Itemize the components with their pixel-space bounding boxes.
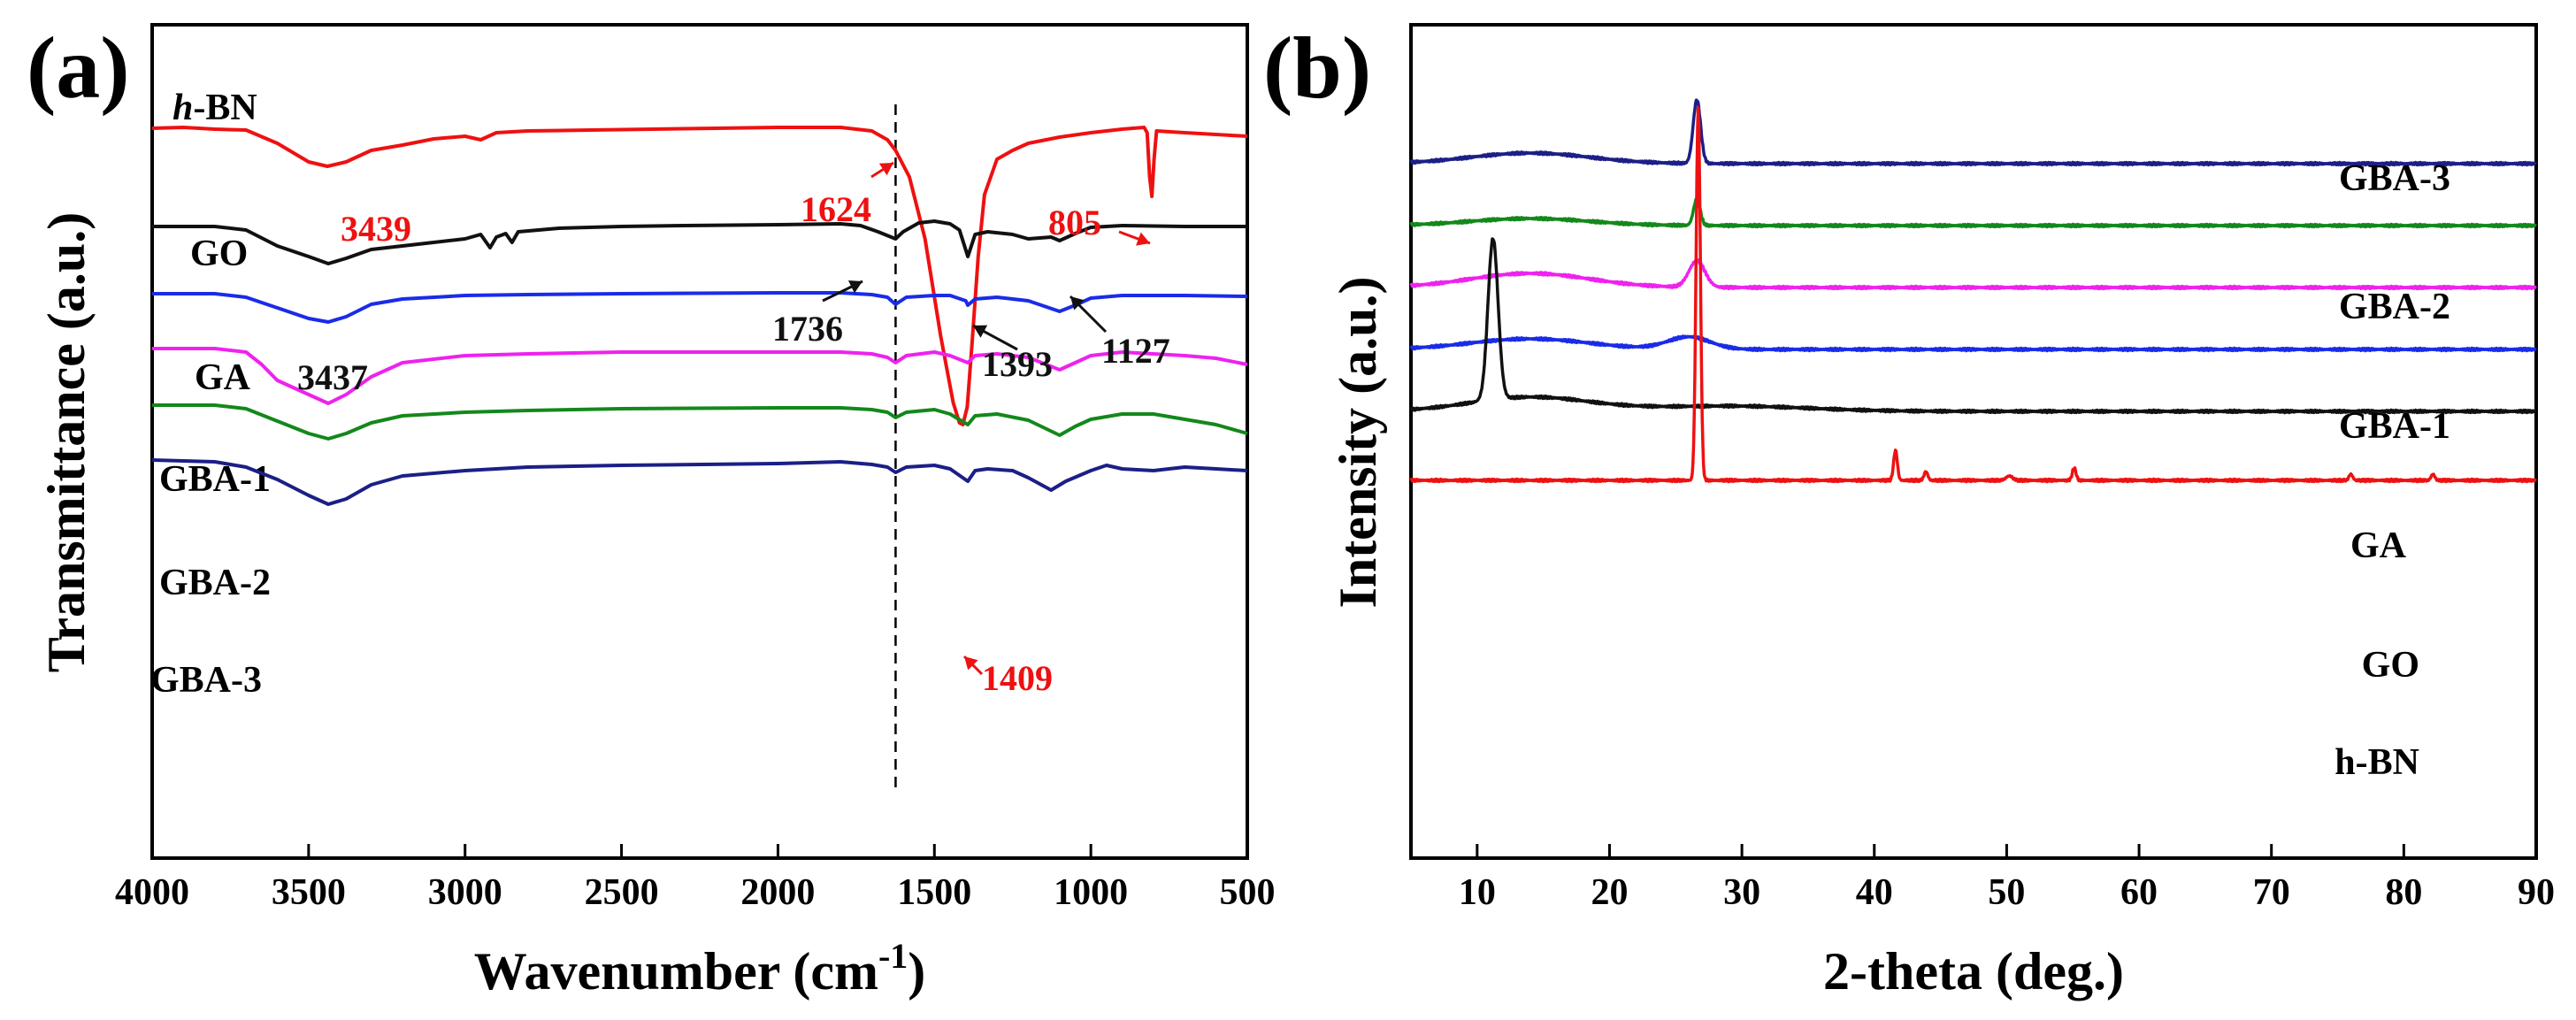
panel-b-y-axis-title: Intensity (a.u.) <box>1329 276 1387 608</box>
panel-a-series-label-gba-2: GBA-2 <box>159 563 271 603</box>
panel-a-annotation-3439: 3439 <box>341 209 411 249</box>
panel-a-x-axis-title: Wavenumber (cm-1) <box>474 936 926 1001</box>
panel-a-series-label-go: GO <box>190 234 248 274</box>
panel-b-series-label-go: GO <box>2362 645 2419 686</box>
panel-a-series-gba-3 <box>151 458 1248 506</box>
panel-a-annotation-3437: 3437 <box>297 357 368 397</box>
panel-b-series-label-gba-2: GBA-2 <box>2339 287 2450 327</box>
panel-b-tick-label-50: 50 <box>1988 872 2025 913</box>
panel-a-series-h-bn <box>151 126 1248 426</box>
panel-b-tick-label-40: 40 <box>1856 872 1893 913</box>
panel-b-frame <box>1409 23 2538 860</box>
panel-b-tick-label-80: 80 <box>2385 872 2422 913</box>
panel-a-annotation-arrowhead-805 <box>1136 232 1150 246</box>
panel-a-tick-label-2500: 2500 <box>585 872 659 913</box>
panel-a-annotation-1127: 1127 <box>1101 331 1170 371</box>
panel-b-tick-label-30: 30 <box>1723 872 1760 913</box>
panel-b-tick-label-60: 60 <box>2120 872 2158 913</box>
panel-a-series-go <box>152 219 1247 265</box>
panel-a-annotation-arrowhead-1127 <box>1070 296 1085 311</box>
panel-a-series-label-gba-1: GBA-1 <box>159 459 271 500</box>
panel-a-label: (a) <box>27 19 130 117</box>
panel-b-tick-label-90: 90 <box>2518 872 2555 913</box>
panel-a-series: h-BN GO GA GBA-1 GBA-2 GBA-3 <box>150 88 1248 787</box>
panel-a-annotation-arrowhead-1409 <box>964 656 978 671</box>
panel-a-annotation-1624: 1624 <box>801 189 871 229</box>
panel-b-tick-label-20: 20 <box>1591 872 1628 913</box>
panel-a-x-ticks: 4000 3500 3000 2500 2000 1500 1000 500 <box>115 844 1276 913</box>
panel-a-tick-label-3000: 3000 <box>428 872 502 913</box>
panel-a-tick-label-1000: 1000 <box>1054 872 1128 913</box>
panel-b-series-gba-3 <box>1409 98 2538 167</box>
panel-b-tick-label-70: 70 <box>2253 872 2290 913</box>
panel-a-tick-label-3500: 3500 <box>272 872 346 913</box>
panel-a-annotation-1409: 1409 <box>982 658 1053 698</box>
panel-a-series-gba-2 <box>152 403 1248 441</box>
panel-a: (a) 4000 3500 3000 2500 2000 1500 1000 500 h-BN… <box>27 19 1276 1001</box>
panel-b-label: (b) <box>1263 19 1371 117</box>
panel-b-series-gba-2 <box>1409 196 2538 229</box>
panel-a-series-label-ga: GA <box>195 357 251 398</box>
panel-b-x-axis-title: 2-theta (deg.) <box>1823 942 2124 1001</box>
panel-a-annotation-805: 805 <box>1048 203 1101 242</box>
panel-a-annotation-1736: 1736 <box>772 309 843 349</box>
panel-b-x-ticks: 10 20 30 40 50 60 70 80 90 <box>1459 844 2555 913</box>
panel-b-series-h-bn <box>1409 105 2538 484</box>
panel-a-series-gba-1 <box>152 347 1248 405</box>
panel-a-series-label-gba-3: GBA-3 <box>150 660 262 701</box>
panel-b-series-label-gba-3: GBA-3 <box>2339 158 2450 199</box>
panel-a-annotation-1393: 1393 <box>982 344 1053 384</box>
panel-b-series-ga <box>1409 334 2538 353</box>
panel-b: (b) 10 20 30 40 50 60 70 80 90 GBA-3GBA-2GBA-1GA… <box>1263 19 2555 1001</box>
panel-a-tick-label-1500: 1500 <box>897 872 971 913</box>
panel-a-tick-label-2000: 2000 <box>740 872 815 913</box>
panel-a-annotation-arrowhead-1393 <box>973 325 988 338</box>
panel-a-y-axis-title: Transmittance (a.u.) <box>37 212 96 673</box>
panel-a-tick-label-4000: 4000 <box>115 872 189 913</box>
panel-b-tick-label-10: 10 <box>1459 872 1496 913</box>
panel-a-annotation-arrowhead-1736 <box>847 280 862 294</box>
panel-a-frame <box>150 23 1249 860</box>
panel-a-annotation-arrowhead-1624 <box>878 163 893 176</box>
panel-b-series-label-h-bn: h-BN <box>2334 742 2419 783</box>
panel-b-series-label-ga: GA <box>2350 525 2407 566</box>
panel-b-series-go <box>1409 237 2538 415</box>
panel-a-series-ga <box>152 291 1248 324</box>
panel-a-annotations: 3439 1624 805 1409 3437 1736 1393 1127 <box>297 161 1170 698</box>
panel-b-series-gba-1 <box>1409 258 2538 291</box>
panel-a-series-label-h-bn: h-BN <box>172 88 257 128</box>
panel-a-tick-label-500: 500 <box>1220 872 1276 913</box>
